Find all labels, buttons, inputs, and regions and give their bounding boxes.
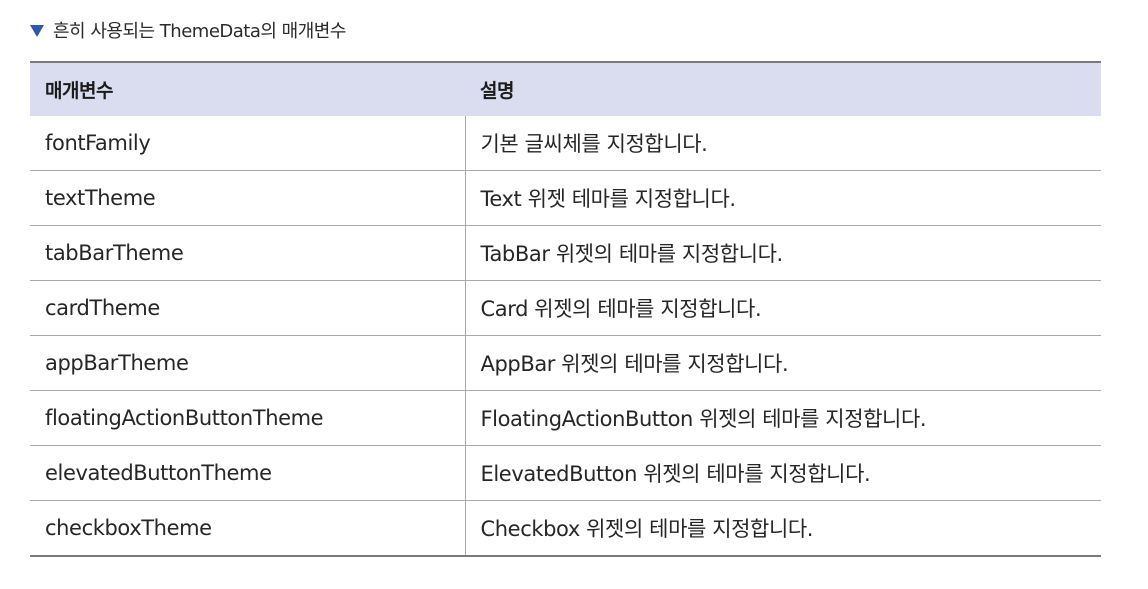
caption-text: 흔히 사용되는 ThemeData의 매개변수: [53, 21, 346, 42]
parameter-cell: elevatedButtonTheme: [30, 445, 465, 501]
table-row: checkboxTheme Checkbox 위젯의 테마를 지정합니다.: [30, 500, 1101, 557]
table-caption: 흔히 사용되는 ThemeData의 매개변수: [30, 18, 346, 42]
description-cell: AppBar 위젯의 테마를 지정합니다.: [464, 335, 1101, 391]
description-cell: FloatingActionButton 위젯의 테마를 지정합니다.: [464, 390, 1101, 446]
parameter-cell: textTheme: [30, 170, 465, 226]
parameter-cell: appBarTheme: [30, 335, 465, 391]
description-cell: 기본 글씨체를 지정합니다.: [464, 116, 1101, 171]
table-row: fontFamily 기본 글씨체를 지정합니다.: [30, 116, 1101, 171]
parameter-cell: floatingActionButtonTheme: [30, 390, 465, 446]
description-cell: ElevatedButton 위젯의 테마를 지정합니다.: [464, 445, 1101, 501]
description-cell: Card 위젯의 테마를 지정합니다.: [464, 280, 1101, 336]
column-header-description: 설명: [465, 61, 1101, 116]
table-row: elevatedButtonTheme ElevatedButton 위젯의 테…: [30, 445, 1101, 501]
parameter-cell: checkboxTheme: [30, 500, 465, 557]
table-row: appBarTheme AppBar 위젯의 테마를 지정합니다.: [30, 335, 1101, 391]
parameter-cell: fontFamily: [30, 116, 465, 171]
table-row: floatingActionButtonTheme FloatingAction…: [30, 390, 1101, 446]
description-cell: Checkbox 위젯의 테마를 지정합니다.: [464, 500, 1101, 557]
parameter-cell: cardTheme: [30, 280, 465, 336]
parameters-table: 매개변수 설명 fontFamily 기본 글씨체를 지정합니다. textTh…: [30, 61, 1101, 557]
table-row: cardTheme Card 위젯의 테마를 지정합니다.: [30, 280, 1101, 336]
triangle-down-icon: [30, 25, 44, 37]
description-cell: Text 위젯 테마를 지정합니다.: [464, 170, 1101, 226]
description-cell: TabBar 위젯의 테마를 지정합니다.: [464, 225, 1101, 281]
table-header-row: 매개변수 설명: [30, 61, 1101, 116]
table-row: tabBarTheme TabBar 위젯의 테마를 지정합니다.: [30, 225, 1101, 281]
table-row: textTheme Text 위젯 테마를 지정합니다.: [30, 170, 1101, 226]
column-header-parameter: 매개변수: [30, 61, 465, 116]
parameter-cell: tabBarTheme: [30, 225, 465, 281]
